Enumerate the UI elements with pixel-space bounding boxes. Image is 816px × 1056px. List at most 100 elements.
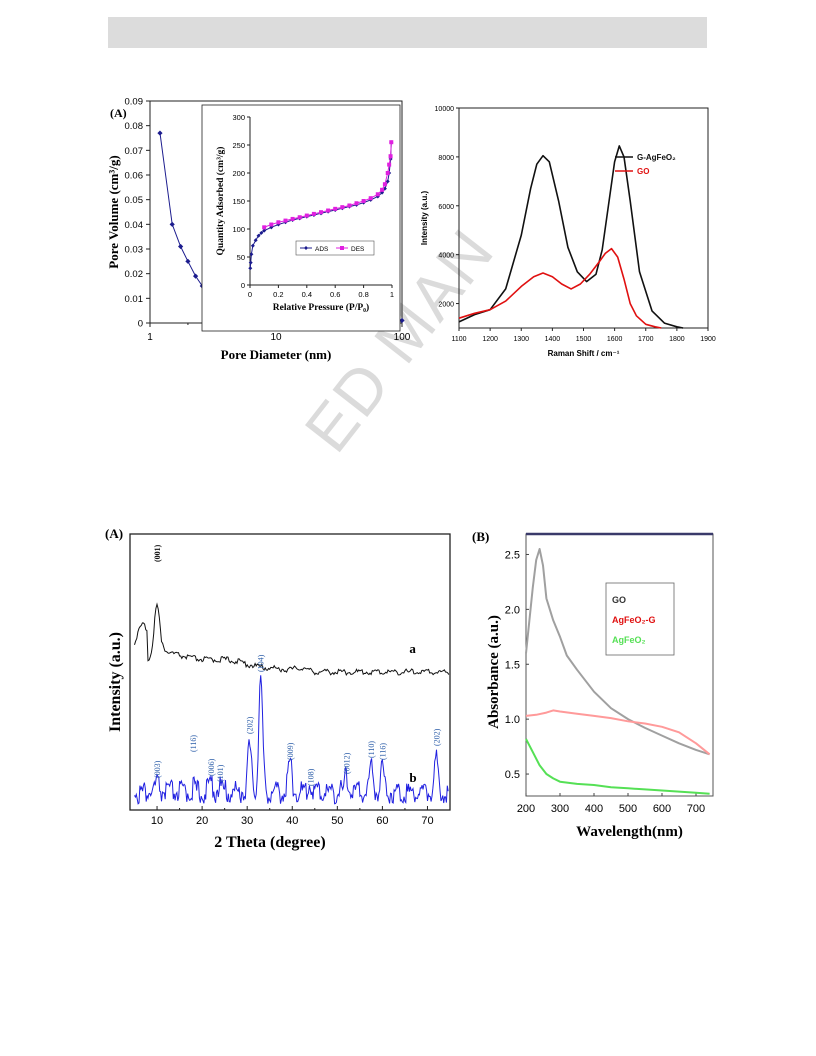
des-point [311, 211, 316, 216]
ads-point [276, 222, 281, 227]
x-axis-label: 2 Theta (degree) [214, 834, 325, 851]
ads-point [248, 266, 253, 271]
peak-label-b: (003) [153, 760, 162, 778]
pore-point [185, 258, 191, 264]
legend-label-2: AgFeO₂ [612, 635, 646, 645]
x-tick-label: 1700 [638, 336, 654, 343]
ads-point [250, 243, 255, 248]
y-tick-label: 0.09 [125, 97, 144, 108]
inset-y-tick-label: 200 [232, 169, 245, 178]
uv-series-0 [525, 548, 710, 756]
ads-point [259, 230, 264, 235]
inset-x-tick-label: 0.8 [358, 290, 368, 299]
x-tick-label: 600 [653, 803, 671, 815]
x-tick-label: 1400 [545, 336, 561, 343]
des-point [380, 187, 385, 192]
pore-point [178, 243, 184, 250]
x-axis-label: Raman Shift / cm⁻¹ [548, 349, 620, 358]
uv-series-1 [525, 709, 711, 756]
inset-y-tick-label: 150 [232, 197, 245, 206]
x-tick-label: 200 [517, 803, 535, 815]
y-tick-label: 0.04 [125, 220, 144, 231]
x-tick-label: 1500 [576, 336, 592, 343]
y-tick-label: 0.03 [125, 245, 144, 256]
pore-volume-chart: (A) 0 0.01 0.02 0.03 0.04 0.05 0.06 0.07 0.08 0.09… [106, 97, 411, 363]
inset-x-tick-label: 0 [248, 290, 252, 299]
x-tick-label: 400 [585, 803, 603, 815]
inset-x-tick-label: 0.4 [302, 290, 312, 299]
x-tick-label: 300 [551, 803, 569, 815]
y-axis-label: Pore Volume (cm³/g) [106, 155, 121, 268]
legend-label-1: AgFeO₂-G [612, 615, 656, 625]
peak-label-b: (108) [306, 768, 315, 786]
x-tick-label: 1100 [451, 336, 466, 343]
xrd-curve-b [134, 675, 449, 805]
y-tick-label: 0.01 [125, 294, 144, 305]
des-point [368, 196, 373, 201]
inset-x-tick-label: 0.2 [273, 290, 283, 299]
des-point [283, 218, 288, 223]
pore-point [399, 317, 405, 324]
des-point [389, 140, 394, 145]
inset-legend [295, 240, 375, 256]
des-point [276, 220, 281, 225]
y-tick-label: 2000 [438, 302, 454, 309]
xrd-curve-a [134, 602, 450, 676]
des-point [290, 216, 295, 221]
des-point [262, 225, 267, 230]
legend-ads-label: ADS [315, 246, 329, 253]
y-tick-label: 0.05 [125, 195, 144, 206]
ads-point [262, 228, 267, 233]
raman-series-1 [458, 247, 662, 329]
peak-label-b: (104) [257, 654, 266, 672]
panel-label: (B) [472, 529, 489, 544]
inset-x-axis-label: Relative Pressure (P/P₀) [273, 302, 369, 313]
y-tick-label: 0 [138, 319, 143, 330]
x-tick-label: 1600 [607, 336, 623, 343]
y-tick-label: 2.0 [505, 604, 520, 616]
legend-des-marker [340, 246, 344, 250]
ads-point [249, 252, 254, 257]
x-tick-label: 1800 [669, 336, 685, 343]
des-point [340, 205, 345, 210]
panel-label: (A) [105, 526, 123, 541]
plot-frame [458, 107, 709, 329]
des-point [387, 162, 392, 167]
des-point [385, 171, 390, 175]
ads-point [248, 260, 253, 265]
x-tick-label: 1300 [513, 336, 529, 343]
ads-point [253, 238, 258, 243]
y-tick-label: 10000 [435, 106, 455, 113]
x-tick-label: 40 [286, 815, 298, 827]
y-tick-label: 0.06 [125, 171, 144, 182]
xrd-chart: (A) 10 20 30 40 50 60 70 2 Theta (degree) Intensi… [105, 526, 451, 851]
y-axis-label: Absorbance (a.u.) [486, 615, 502, 729]
des-point [326, 208, 331, 213]
y-tick-label: 8000 [438, 155, 454, 162]
peak-label-b: (009) [286, 742, 295, 760]
y-tick-label: 0.02 [125, 269, 144, 280]
x-axis-label: Pore Diameter (nm) [221, 347, 332, 362]
des-point [269, 222, 274, 227]
curve-b-label: b [409, 770, 416, 785]
des-point [361, 199, 366, 203]
ads-point [375, 194, 380, 199]
plot-frame [129, 533, 451, 811]
y-tick-label: 1.5 [505, 659, 520, 671]
x-tick-label: 50 [331, 815, 343, 827]
curve-a-label: a [409, 641, 416, 656]
x-tick-label: 60 [376, 815, 388, 827]
y-tick-label: 0.07 [125, 146, 144, 157]
y-tick-label: 0.08 [125, 121, 144, 132]
y-tick-label: 4000 [438, 253, 454, 260]
legend-label-0: GO [612, 595, 626, 605]
des-point [347, 203, 352, 208]
x-tick-label: 1 [147, 332, 153, 343]
pore-point [157, 130, 163, 136]
inset-y-axis-label: Quantity Adsorbed (cm³/g) [215, 147, 226, 256]
inset-y-tick-label: 250 [232, 141, 245, 150]
inset-y-tick-label: 50 [237, 253, 245, 262]
des-point [382, 182, 387, 187]
x-tick-label: 20 [196, 815, 208, 827]
inset-y-tick-label: 300 [232, 113, 245, 122]
